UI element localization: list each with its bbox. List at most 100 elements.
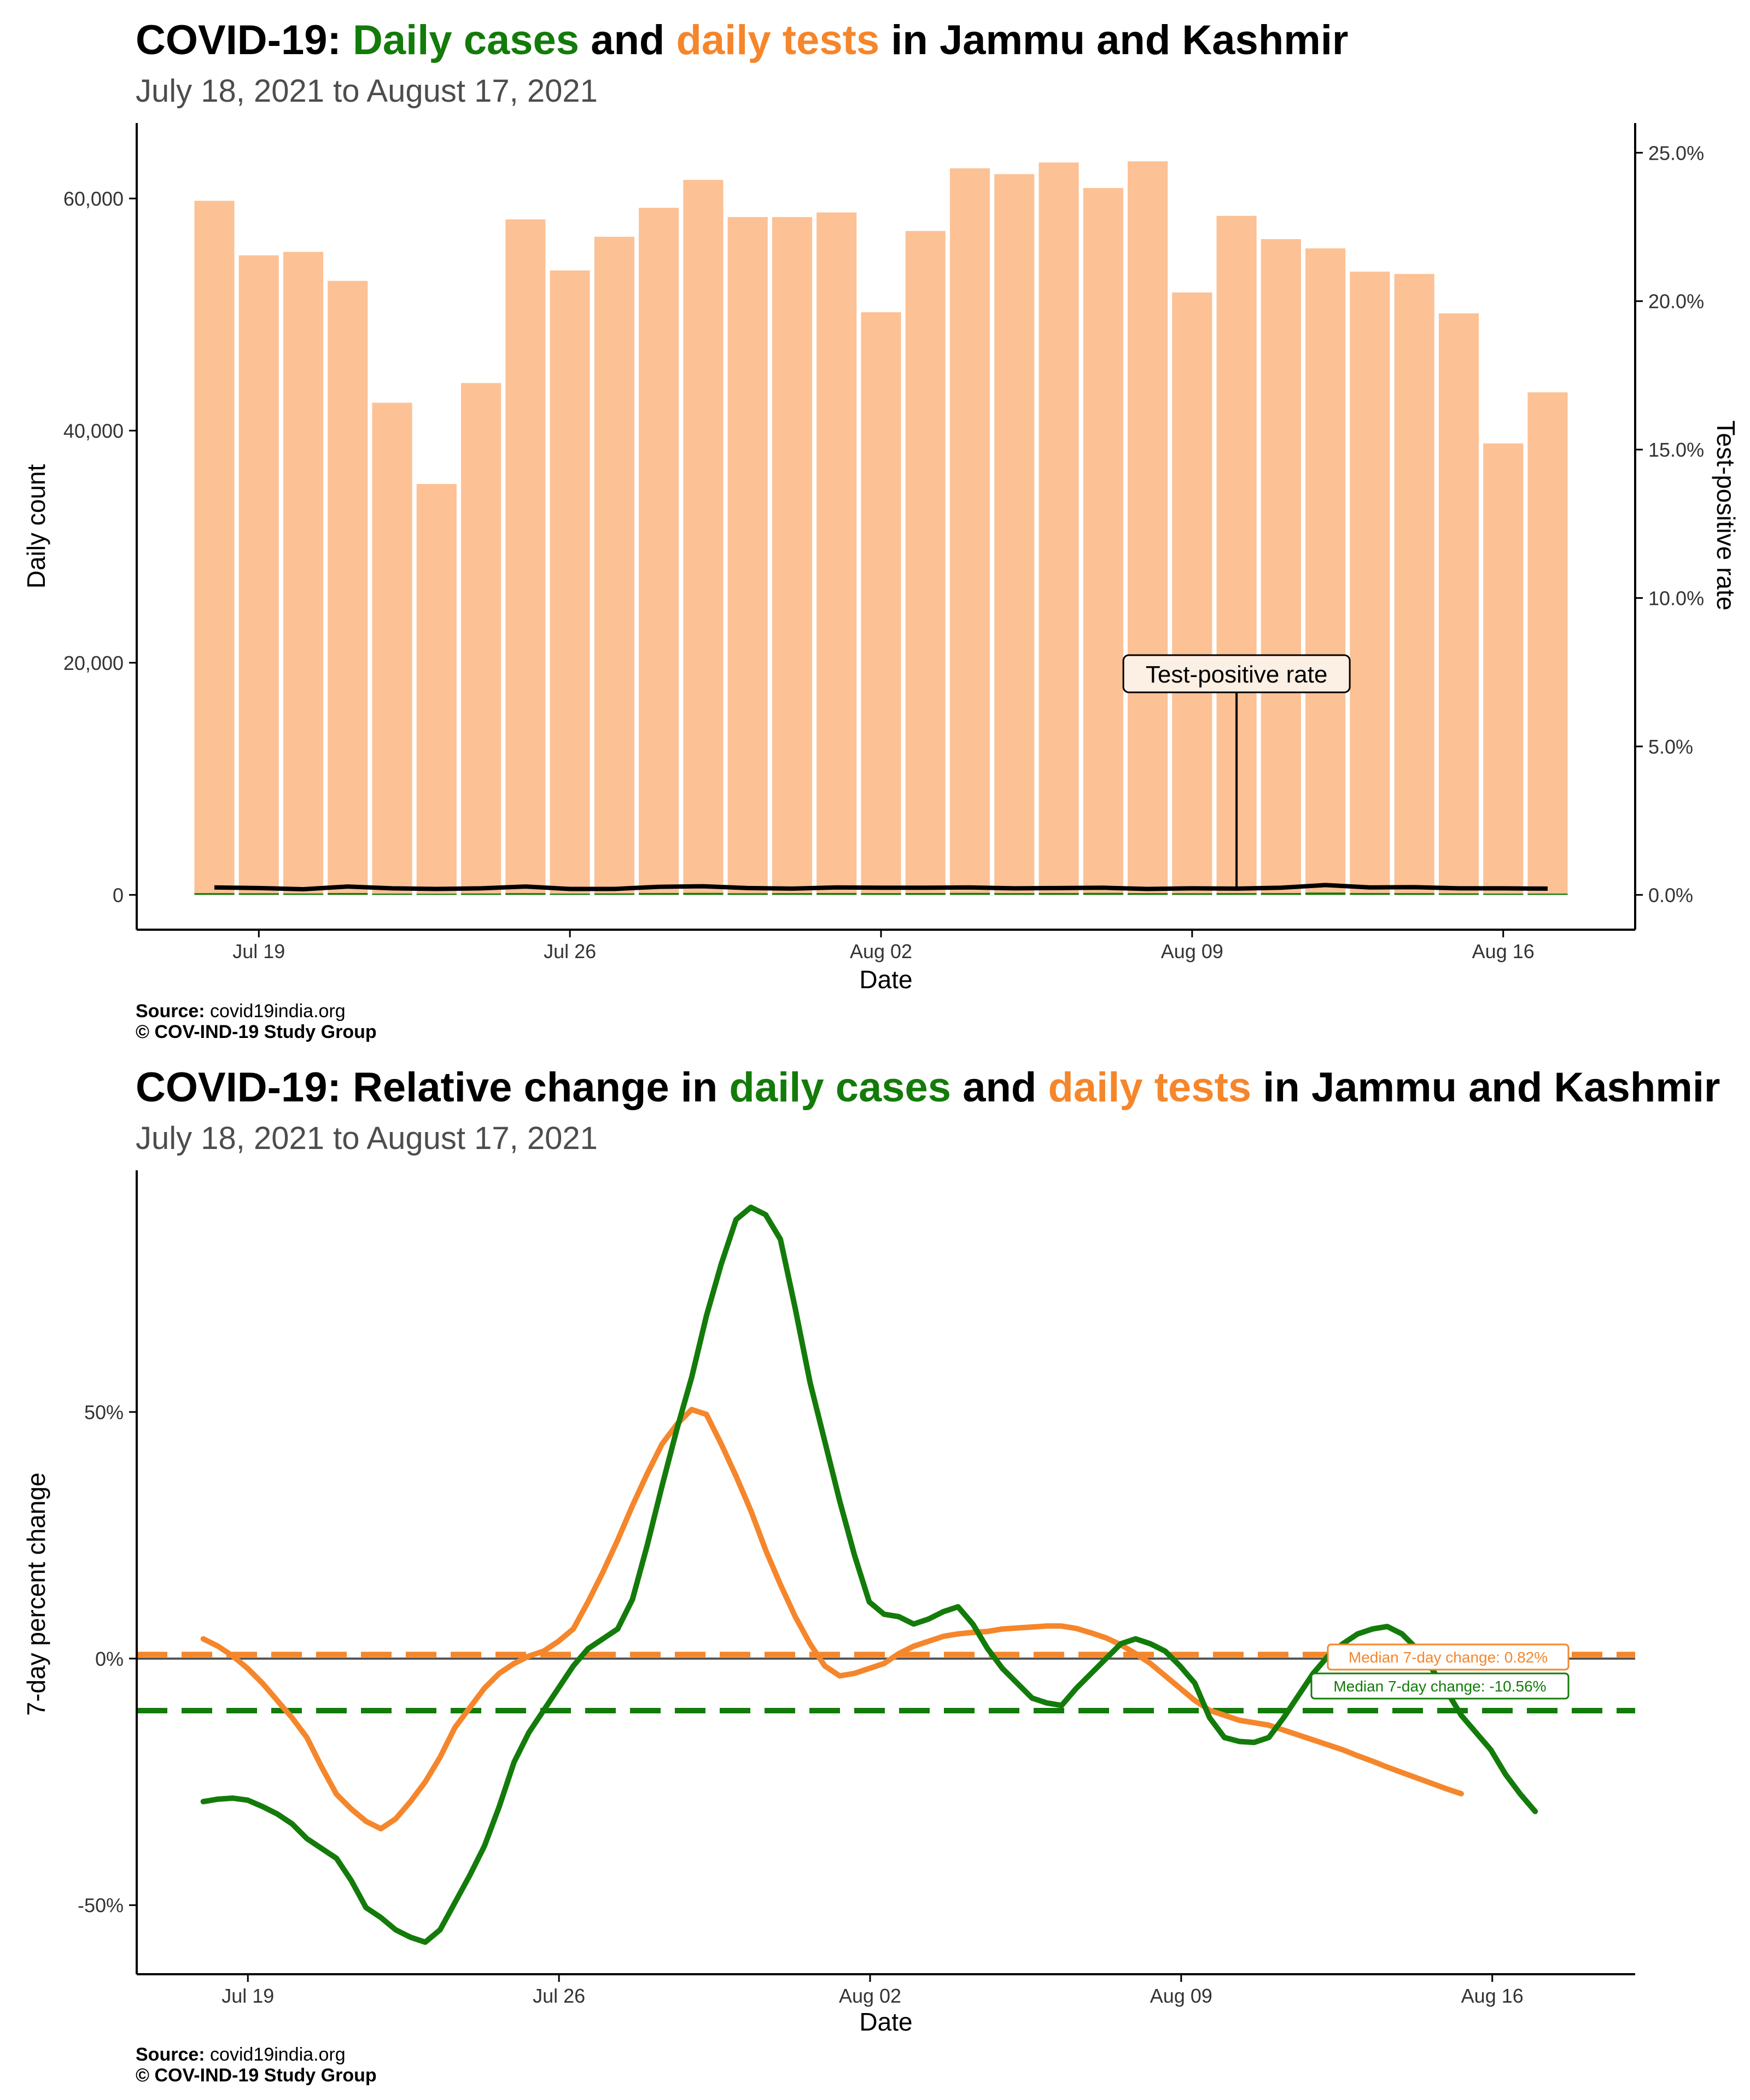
chart1-title-tests: daily tests: [676, 17, 880, 63]
y2-tick-label: 5.0%: [1648, 736, 1693, 758]
daily-tests-bar: [816, 212, 857, 895]
chart1-source-value: covid19india.org: [205, 1001, 346, 1022]
daily-tests-bar: [683, 179, 724, 895]
x-tick-label: Aug 09: [1150, 1985, 1212, 2007]
chart2-source-value: covid19india.org: [205, 2044, 346, 2065]
daily-cases-bar: [1083, 892, 1123, 895]
chart1-title: COVID-19: Daily cases and daily tests in…: [136, 17, 1349, 63]
daily-tests-bar: [727, 217, 768, 895]
chart2-caption: Source: covid19india.org © COV-IND-19 St…: [136, 2044, 377, 2086]
daily-tests-bar: [1039, 162, 1079, 895]
chart2-title: COVID-19: Relative change in daily cases…: [136, 1064, 1720, 1111]
daily-cases-bar: [727, 893, 768, 895]
daily-cases-bar: [1039, 892, 1079, 895]
daily-cases-bar: [328, 892, 368, 895]
x-axis-title: Date: [859, 2008, 912, 2036]
daily-tests-bar: [1261, 239, 1301, 895]
y2-tick-label: 20.0%: [1648, 290, 1704, 313]
median-label-box: [1327, 1643, 1570, 1671]
daily-cases-bar: [238, 893, 279, 895]
daily-cases-bar: [905, 892, 946, 895]
y-tick-label: 40,000: [63, 419, 124, 442]
x-axis-title: Date: [859, 965, 912, 994]
daily-cases-bar: [1483, 893, 1524, 895]
x-tick-label: Aug 09: [1161, 940, 1223, 962]
chart2-title-tests: daily tests: [1048, 1064, 1252, 1111]
daily-tests-bar: [594, 236, 634, 895]
x-tick-label: Jul 26: [544, 940, 596, 962]
daily-cases-bar: [1350, 892, 1390, 895]
daily-tests-bar: [1350, 271, 1390, 895]
daily-tests-bar: [905, 231, 946, 895]
daily-tests-bar: [1083, 188, 1123, 895]
chart2-title-cases: daily cases: [729, 1064, 952, 1111]
y-axis-title: Daily count: [22, 464, 50, 589]
chart2-subtitle: July 18, 2021 to August 17, 2021: [136, 1121, 598, 1156]
y-tick-label: 50%: [84, 1401, 124, 1424]
daily-cases-bar: [505, 893, 546, 895]
chart1-credit: © COV-IND-19 Study Group: [136, 1022, 377, 1042]
daily-cases-bar: [861, 893, 901, 895]
chart1-plot: Test-positive rate 0 20,000 40,000 60,000 0.0…: [22, 123, 1740, 994]
x-tick-label: Aug 16: [1461, 1985, 1524, 2007]
x-tick-label: Aug 02: [850, 940, 912, 962]
y-tick-label: 20,000: [63, 652, 124, 674]
daily-tests-bar: [283, 252, 324, 895]
median-label-box: [1310, 1672, 1570, 1700]
chart2-source-label: Source:: [136, 2044, 205, 2065]
x-tick-label: Aug 02: [839, 1985, 901, 2007]
daily-cases-bar: [194, 893, 235, 895]
daily-cases-bar: [416, 894, 457, 895]
daily-tests-bar: [194, 201, 235, 895]
daily-tests-bar: [861, 312, 901, 895]
daily-cases-bar: [772, 893, 813, 895]
daily-cases-bar: [1527, 893, 1568, 895]
daily-cases-bar: [683, 892, 724, 895]
daily-tests-bar: [550, 270, 590, 895]
series-line-daily-cases: [200, 1204, 1538, 1945]
x-tick-label: Jul 19: [232, 940, 285, 962]
daily-cases-bar: [372, 893, 412, 895]
daily-cases-bar: [816, 892, 857, 895]
daily-tests-bar: [639, 207, 679, 895]
y2-tick-label: 25.0%: [1648, 142, 1704, 164]
daily-tests-bar: [1527, 392, 1568, 895]
daily-tests-bar: [238, 255, 279, 895]
annotation-label: Test-positive rate: [1146, 661, 1328, 688]
y-tick-label: 0: [113, 884, 124, 906]
daily-tests-bar: [1172, 292, 1212, 895]
daily-tests-bar: [372, 402, 412, 895]
daily-cases-bar: [1438, 893, 1479, 895]
daily-tests-bar: [1305, 248, 1346, 895]
y2-tick-label: 15.0%: [1648, 439, 1704, 461]
y2-tick-label: 0.0%: [1648, 884, 1693, 906]
daily-cases-bar: [1394, 893, 1434, 895]
y2-tick-label: 10.0%: [1648, 587, 1704, 610]
median-label: Median 7-day change: -10.56%: [1333, 1678, 1546, 1695]
daily-tests-bar: [416, 484, 457, 895]
daily-cases-bar: [1128, 893, 1168, 895]
daily-tests-bar: [1483, 443, 1524, 895]
median-label: Median 7-day change: 0.82%: [1349, 1649, 1548, 1666]
chart2-credit: © COV-IND-19 Study Group: [136, 2065, 377, 2086]
daily-tests-bar: [772, 217, 813, 895]
daily-cases-bar: [639, 892, 679, 895]
daily-cases-bar: [550, 893, 590, 895]
daily-tests-bar: [1394, 273, 1434, 895]
y-axis-title: 7-day percent change: [22, 1473, 50, 1716]
chart2-plot: Median 7-day change: 0.82% Median 7-day c…: [22, 1170, 1635, 2036]
daily-tests-bar: [461, 383, 501, 895]
daily-cases-bar: [1305, 892, 1346, 895]
daily-cases-bar: [994, 893, 1035, 895]
daily-cases-bar: [1216, 893, 1257, 895]
x-tick-label: Jul 19: [221, 1985, 274, 2007]
chart1-source-label: Source:: [136, 1001, 205, 1022]
daily-cases-bar: [594, 893, 634, 895]
daily-cases-bar: [1172, 893, 1212, 895]
daily-tests-bar: [505, 219, 546, 895]
test-positive-rate-line: [214, 883, 1548, 892]
y-tick-label: 60,000: [63, 188, 124, 210]
daily-tests-bar: [994, 174, 1035, 895]
daily-tests-bar: [1438, 313, 1479, 895]
daily-cases-bar: [461, 893, 501, 895]
